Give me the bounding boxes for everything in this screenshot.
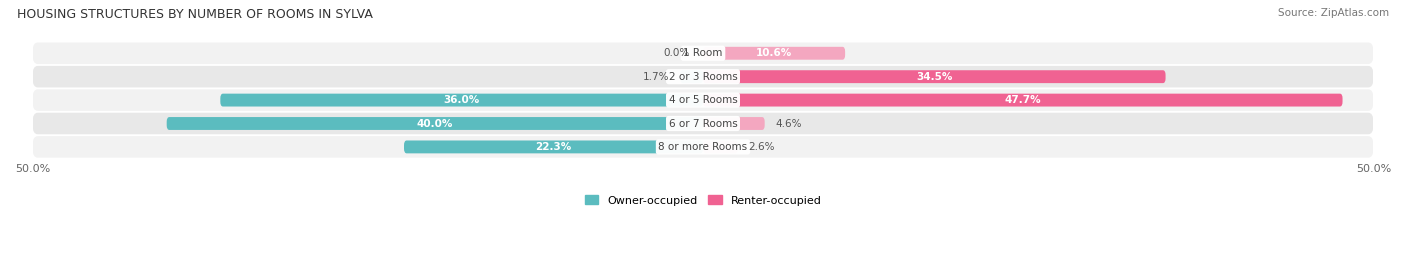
Text: 0.0%: 0.0% bbox=[664, 48, 689, 58]
Text: 1 Room: 1 Room bbox=[683, 48, 723, 58]
Text: 10.6%: 10.6% bbox=[756, 48, 792, 58]
Text: 36.0%: 36.0% bbox=[443, 95, 479, 105]
FancyBboxPatch shape bbox=[703, 94, 1343, 107]
FancyBboxPatch shape bbox=[32, 89, 1374, 111]
FancyBboxPatch shape bbox=[32, 43, 1374, 64]
FancyBboxPatch shape bbox=[404, 140, 703, 153]
Text: 6 or 7 Rooms: 6 or 7 Rooms bbox=[669, 119, 737, 129]
Text: Source: ZipAtlas.com: Source: ZipAtlas.com bbox=[1278, 8, 1389, 18]
FancyBboxPatch shape bbox=[221, 94, 703, 107]
Text: 8 or more Rooms: 8 or more Rooms bbox=[658, 142, 748, 152]
FancyBboxPatch shape bbox=[681, 70, 703, 83]
FancyBboxPatch shape bbox=[703, 47, 845, 60]
FancyBboxPatch shape bbox=[703, 117, 765, 130]
Text: 34.5%: 34.5% bbox=[917, 72, 952, 82]
Text: 47.7%: 47.7% bbox=[1004, 95, 1040, 105]
Text: 2 or 3 Rooms: 2 or 3 Rooms bbox=[669, 72, 737, 82]
Text: 22.3%: 22.3% bbox=[536, 142, 572, 152]
FancyBboxPatch shape bbox=[703, 70, 1166, 83]
Text: 1.7%: 1.7% bbox=[643, 72, 669, 82]
FancyBboxPatch shape bbox=[32, 66, 1374, 87]
Text: 4 or 5 Rooms: 4 or 5 Rooms bbox=[669, 95, 737, 105]
Legend: Owner-occupied, Renter-occupied: Owner-occupied, Renter-occupied bbox=[581, 191, 825, 210]
FancyBboxPatch shape bbox=[167, 117, 703, 130]
Text: 4.6%: 4.6% bbox=[775, 119, 801, 129]
Text: HOUSING STRUCTURES BY NUMBER OF ROOMS IN SYLVA: HOUSING STRUCTURES BY NUMBER OF ROOMS IN… bbox=[17, 8, 373, 21]
Text: 2.6%: 2.6% bbox=[748, 142, 775, 152]
FancyBboxPatch shape bbox=[703, 140, 738, 153]
FancyBboxPatch shape bbox=[32, 113, 1374, 134]
FancyBboxPatch shape bbox=[32, 136, 1374, 158]
Text: 40.0%: 40.0% bbox=[416, 119, 453, 129]
